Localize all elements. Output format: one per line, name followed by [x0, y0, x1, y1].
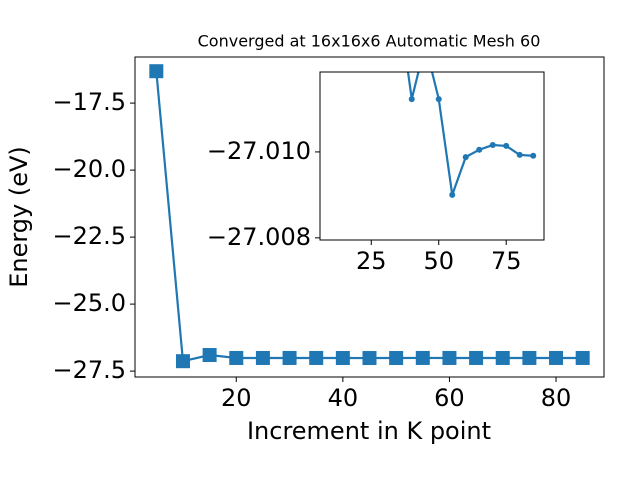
marker [476, 146, 483, 153]
plot-frame [134, 56, 605, 378]
marker [202, 348, 217, 363]
x-tick-label: 40 [328, 384, 359, 412]
x-tick-label: 60 [434, 384, 465, 412]
marker [335, 351, 350, 366]
marker [503, 142, 510, 149]
x-tick-label: 80 [541, 384, 572, 412]
marker [449, 191, 456, 198]
x-axis-label: Increment in K point [247, 417, 491, 445]
marker [282, 350, 297, 365]
marker [575, 350, 590, 365]
marker [309, 350, 324, 365]
marker [389, 351, 404, 366]
plot-frame [319, 71, 545, 241]
marker [522, 350, 537, 365]
x-tick-label: 25 [356, 247, 387, 275]
plot-content [149, 64, 590, 369]
plot-content [395, 0, 537, 198]
marker [149, 64, 164, 79]
y-tick-label: −27.008 [207, 223, 311, 251]
y-axis-label: Energy (eV) [5, 146, 33, 288]
marker [435, 96, 442, 103]
y-tick-label: −22.5 [52, 222, 126, 250]
plot-area [320, 72, 544, 240]
marker [362, 351, 377, 366]
marker [495, 350, 510, 365]
y-tick-label: −27.5 [52, 356, 126, 384]
x-tick-label: 75 [491, 247, 522, 275]
x-tick-label: 20 [221, 384, 252, 412]
x-tick-label: 50 [423, 247, 454, 275]
marker [516, 151, 523, 158]
marker [442, 350, 457, 365]
y-tick-label: −25.0 [52, 289, 126, 317]
y-tick-label: −20.0 [52, 155, 126, 183]
marker [530, 152, 537, 159]
marker [415, 350, 430, 365]
y-tick-label: −17.5 [52, 88, 126, 116]
marker [175, 354, 190, 369]
marker [229, 350, 244, 365]
y-tick-label: −27.010 [207, 137, 311, 165]
marker [255, 350, 270, 365]
chart-title: Converged at 16x16x6 Automatic Mesh 60 [198, 32, 541, 51]
marker [462, 154, 469, 161]
marker [489, 142, 496, 149]
marker [469, 350, 484, 365]
marker [549, 350, 564, 365]
marker [408, 96, 415, 103]
marker [395, 0, 401, 5]
